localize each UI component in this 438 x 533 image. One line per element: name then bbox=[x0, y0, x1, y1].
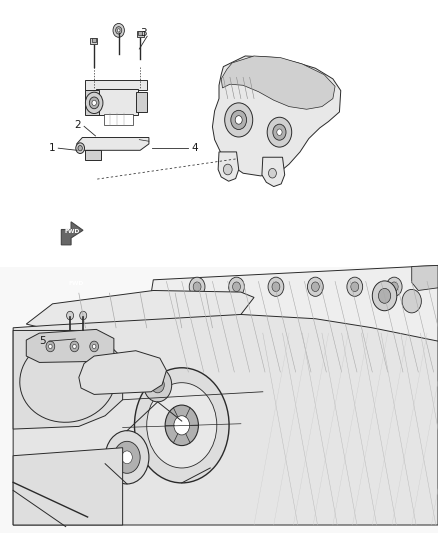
Circle shape bbox=[49, 344, 52, 349]
Circle shape bbox=[235, 116, 242, 124]
Circle shape bbox=[231, 110, 247, 130]
Text: 2: 2 bbox=[74, 120, 81, 130]
Circle shape bbox=[378, 288, 391, 303]
Circle shape bbox=[273, 124, 286, 140]
Circle shape bbox=[193, 282, 201, 292]
Circle shape bbox=[272, 282, 280, 292]
Circle shape bbox=[311, 282, 319, 292]
Bar bbox=[136, 92, 147, 112]
Circle shape bbox=[402, 289, 421, 313]
Polygon shape bbox=[218, 152, 239, 181]
Text: 1: 1 bbox=[48, 143, 55, 153]
Polygon shape bbox=[79, 351, 166, 394]
Circle shape bbox=[116, 27, 122, 34]
Polygon shape bbox=[140, 265, 438, 373]
Circle shape bbox=[73, 344, 76, 349]
Circle shape bbox=[114, 441, 140, 473]
Polygon shape bbox=[85, 90, 99, 115]
Circle shape bbox=[223, 164, 232, 175]
Bar bbox=[85, 80, 147, 90]
Circle shape bbox=[89, 97, 99, 109]
Circle shape bbox=[85, 92, 103, 114]
Circle shape bbox=[80, 311, 87, 320]
Polygon shape bbox=[85, 150, 101, 160]
Polygon shape bbox=[221, 56, 335, 109]
Bar bbox=[137, 31, 144, 37]
Text: FWD: FWD bbox=[65, 229, 80, 233]
Circle shape bbox=[122, 451, 132, 464]
Circle shape bbox=[229, 277, 244, 296]
Text: 4: 4 bbox=[191, 143, 198, 153]
Text: 5: 5 bbox=[39, 336, 46, 346]
Circle shape bbox=[76, 143, 85, 154]
Polygon shape bbox=[61, 222, 83, 245]
Polygon shape bbox=[13, 314, 438, 525]
Text: FWD: FWD bbox=[68, 281, 84, 286]
Circle shape bbox=[134, 368, 229, 483]
Circle shape bbox=[307, 277, 323, 296]
Polygon shape bbox=[64, 273, 88, 299]
Circle shape bbox=[189, 277, 205, 296]
Circle shape bbox=[105, 431, 149, 484]
Circle shape bbox=[90, 341, 99, 352]
Polygon shape bbox=[412, 265, 438, 290]
Circle shape bbox=[113, 23, 124, 37]
Circle shape bbox=[144, 368, 172, 402]
Bar bbox=[90, 38, 97, 44]
Circle shape bbox=[268, 277, 284, 296]
Polygon shape bbox=[13, 330, 123, 429]
Bar bbox=[92, 38, 96, 42]
Circle shape bbox=[277, 129, 282, 135]
Polygon shape bbox=[77, 138, 149, 150]
Circle shape bbox=[347, 277, 363, 296]
Circle shape bbox=[151, 377, 164, 393]
Text: 3: 3 bbox=[140, 28, 147, 38]
Circle shape bbox=[351, 282, 359, 292]
Polygon shape bbox=[0, 266, 438, 533]
Circle shape bbox=[46, 341, 55, 352]
Circle shape bbox=[92, 100, 96, 106]
Circle shape bbox=[165, 405, 198, 446]
Bar bbox=[138, 31, 142, 35]
Circle shape bbox=[70, 341, 79, 352]
Bar bbox=[104, 114, 133, 125]
Circle shape bbox=[233, 282, 240, 292]
Circle shape bbox=[390, 282, 398, 292]
Circle shape bbox=[78, 146, 82, 151]
Circle shape bbox=[147, 383, 217, 468]
Circle shape bbox=[92, 344, 96, 349]
Circle shape bbox=[174, 416, 190, 435]
Circle shape bbox=[267, 117, 292, 147]
Circle shape bbox=[67, 311, 74, 320]
Bar bbox=[96, 89, 138, 115]
Polygon shape bbox=[13, 448, 123, 525]
Circle shape bbox=[117, 29, 120, 32]
Circle shape bbox=[268, 168, 276, 178]
Polygon shape bbox=[26, 290, 254, 330]
Circle shape bbox=[386, 277, 402, 296]
Polygon shape bbox=[26, 329, 114, 362]
Polygon shape bbox=[262, 157, 285, 187]
Circle shape bbox=[372, 281, 397, 311]
Circle shape bbox=[225, 103, 253, 137]
Polygon shape bbox=[212, 56, 341, 176]
